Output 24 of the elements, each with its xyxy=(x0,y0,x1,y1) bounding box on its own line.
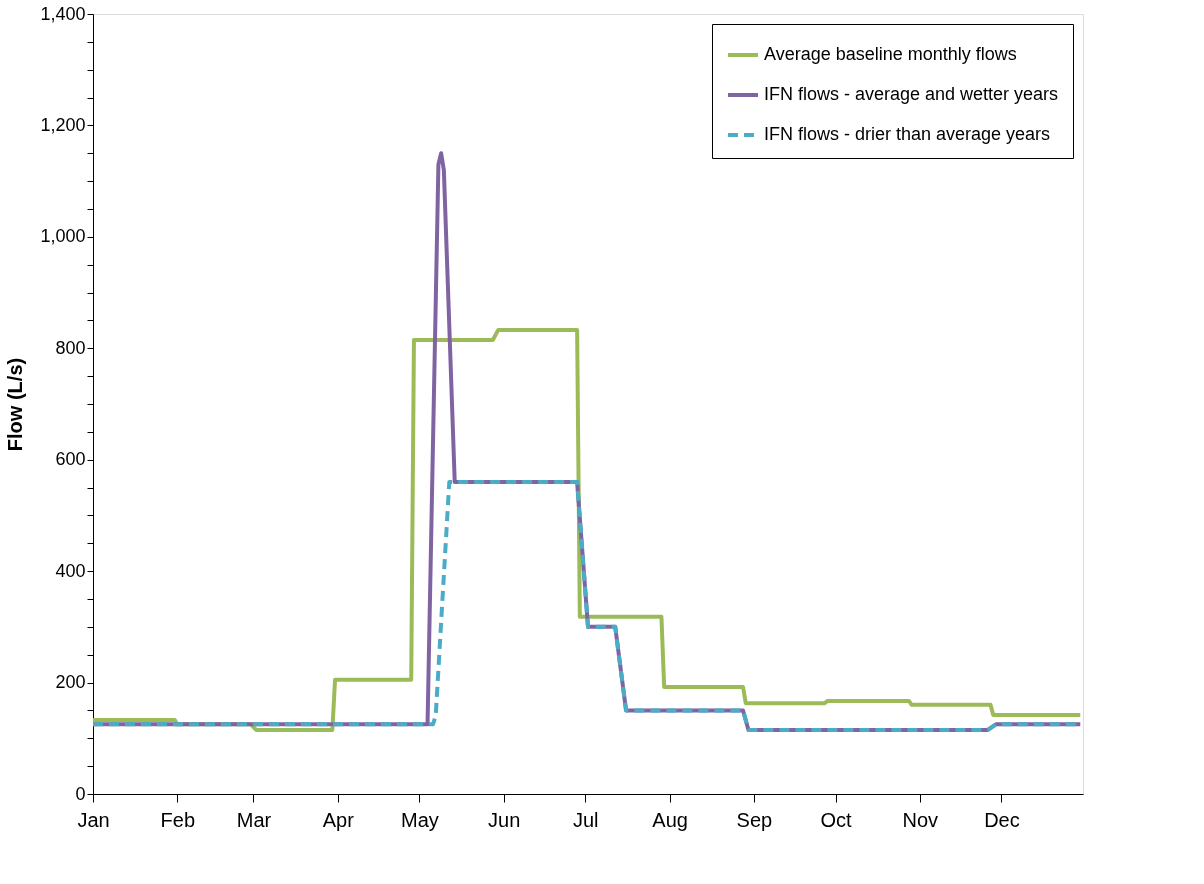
x-tick-label: Apr xyxy=(322,808,355,831)
x-tick-label: May xyxy=(400,808,439,831)
x-tick-label: Oct xyxy=(820,808,852,831)
y-tick-label: 1,000 xyxy=(40,226,86,247)
legend-label: IFN flows - drier than average years xyxy=(764,124,1051,144)
y-tick-label: 800 xyxy=(55,337,86,358)
y-axis-title: Flow (L/s) xyxy=(4,357,27,452)
y-tick-label: 1,200 xyxy=(40,114,86,135)
x-tick-label: Sep xyxy=(736,808,773,831)
x-tick-label: Jul xyxy=(572,808,599,831)
x-tick-label: Mar xyxy=(236,808,272,831)
x-tick-label: Feb xyxy=(160,808,196,831)
y-tick-label: 200 xyxy=(55,672,86,693)
y-tick-label: 600 xyxy=(55,449,86,470)
x-tick-label: Nov xyxy=(902,808,939,831)
legend-label: IFN flows - average and wetter years xyxy=(764,84,1059,104)
x-tick-label: Jan xyxy=(77,808,110,831)
x-tick-label: Aug xyxy=(652,808,688,831)
x-tick-label: Jun xyxy=(488,808,521,831)
y-tick-label: 1,400 xyxy=(40,3,86,24)
x-tick-label: Dec xyxy=(984,808,1020,831)
y-tick-label: 0 xyxy=(75,783,86,804)
legend-label: Average baseline monthly flows xyxy=(764,44,1017,64)
y-tick-label: 400 xyxy=(55,560,86,581)
